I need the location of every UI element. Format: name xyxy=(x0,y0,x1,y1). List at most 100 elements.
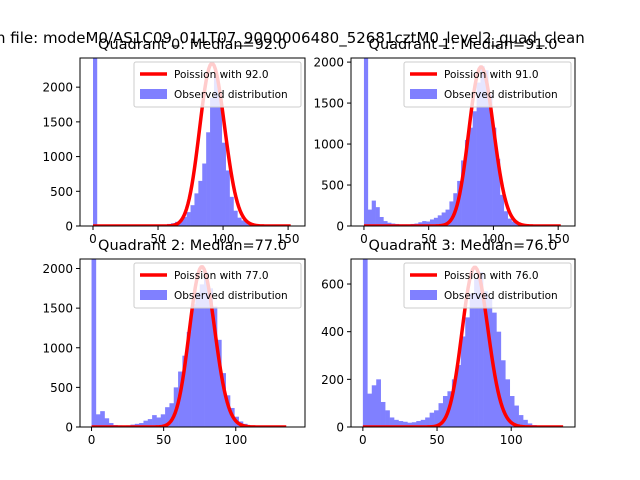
hist-bar xyxy=(460,336,466,427)
y-tick-label: 0 xyxy=(336,421,344,435)
hist-bar xyxy=(429,412,435,427)
hist-bar xyxy=(438,403,444,427)
legend-box xyxy=(403,61,572,108)
hist-bar xyxy=(376,379,381,427)
hist-bar xyxy=(496,158,501,226)
legend-box xyxy=(403,262,572,309)
legend-label-poisson: Poission with 76.0 xyxy=(444,270,539,282)
hist-bar xyxy=(441,212,446,226)
hist-bar xyxy=(523,419,528,427)
hist-bar xyxy=(474,279,479,427)
hist-bar xyxy=(472,111,477,226)
hist-bar xyxy=(507,218,512,226)
hist-bar xyxy=(206,132,211,226)
hist-bar xyxy=(426,221,431,226)
hist-bar xyxy=(514,405,519,427)
hist-bar xyxy=(380,401,386,427)
y-tick-label: 500 xyxy=(321,179,344,193)
legend-patch-swatch xyxy=(410,89,437,99)
y-tick-label: 0 xyxy=(65,220,73,234)
hist-bar xyxy=(190,205,195,226)
hist-bar xyxy=(139,423,144,427)
x-tick-label: 50 xyxy=(150,232,165,246)
hist-bar xyxy=(509,396,515,427)
hist-bar xyxy=(198,180,203,226)
hist-bar xyxy=(147,419,153,427)
hist-bar xyxy=(425,417,430,427)
x-tick-label: 0 xyxy=(359,433,367,447)
hist-bar xyxy=(217,339,222,427)
axes-frame xyxy=(350,57,576,227)
plot-area xyxy=(91,259,291,427)
hist-bar xyxy=(476,82,481,226)
hist-bar xyxy=(100,411,105,427)
hist-bar xyxy=(375,207,380,226)
y-tick-label: 500 xyxy=(50,185,73,199)
x-tick-label: 100 xyxy=(500,433,523,447)
y-tick-label: 2000 xyxy=(313,56,344,70)
hist-bar xyxy=(169,403,175,427)
hist-bar xyxy=(445,209,450,226)
subplot-title: Quadrant 3: Median=76.0 xyxy=(369,238,558,254)
hist-bar xyxy=(499,194,505,226)
hist-bar xyxy=(518,415,524,427)
y-tick-label: 1500 xyxy=(42,302,73,316)
y-tick-label: 1000 xyxy=(42,150,73,164)
legend-box xyxy=(133,61,302,108)
hist-bar xyxy=(233,210,238,226)
hist-bar xyxy=(178,220,184,226)
axes-frame xyxy=(79,57,306,227)
hist-bar xyxy=(389,417,395,427)
y-tick-label: 0 xyxy=(336,220,344,234)
hist-bar xyxy=(429,219,435,226)
hist-bar xyxy=(160,414,166,427)
hist-bar xyxy=(484,70,489,226)
axes-frame xyxy=(79,258,306,428)
hist-bar xyxy=(503,211,508,226)
y-tick-label: 600 xyxy=(321,278,344,292)
x-tick-label: 50 xyxy=(421,232,436,246)
hist-bar xyxy=(418,222,423,226)
hist-bar xyxy=(465,317,470,427)
y-tick-label: 400 xyxy=(321,325,344,339)
hist-bar xyxy=(371,385,377,427)
x-tick-label: 0 xyxy=(88,433,96,447)
hist-bar xyxy=(500,360,506,427)
hist-bar xyxy=(379,216,384,226)
legend-label-observed: Observed distribution xyxy=(444,89,558,101)
hist-bar xyxy=(204,272,209,427)
hist-bar xyxy=(371,200,376,226)
hist-bar xyxy=(229,196,234,226)
y-tick-label: 200 xyxy=(321,373,344,387)
hist-bar xyxy=(469,293,475,427)
hist-bar xyxy=(91,259,97,427)
hist-bar xyxy=(488,94,493,226)
hist-bar xyxy=(492,127,497,226)
hist-bar xyxy=(461,160,466,226)
subplot-3: 0 50 100 0 200 400 600 Quadrant 3: Median=76.0 P… xyxy=(321,238,576,447)
legend-label-observed: Observed distribution xyxy=(174,89,288,101)
axes-frame xyxy=(350,258,576,428)
y-tick-label: 1000 xyxy=(313,138,344,152)
x-tick-label: 100 xyxy=(212,232,235,246)
hist-bar xyxy=(221,373,226,427)
hist-bar xyxy=(93,58,98,226)
hist-bar xyxy=(156,417,162,427)
hist-bar xyxy=(202,163,207,226)
legend-label-poisson: Poission with 91.0 xyxy=(444,69,539,81)
x-tick-label: 150 xyxy=(277,232,300,246)
hist-bar xyxy=(411,422,417,427)
y-tick-label: 1000 xyxy=(42,341,73,355)
hist-bar xyxy=(449,201,454,226)
hist-bar xyxy=(225,170,230,226)
plot-area xyxy=(362,259,564,427)
legend-label-observed: Observed distribution xyxy=(174,290,288,302)
legend-patch-swatch xyxy=(410,290,437,300)
legend-label-poisson: Poission with 92.0 xyxy=(174,69,269,81)
hist-bar xyxy=(456,365,462,427)
hist-bar xyxy=(191,304,196,427)
y-tick-label: 0 xyxy=(65,421,73,435)
hist-bar xyxy=(385,410,390,427)
hist-bar xyxy=(195,292,201,427)
